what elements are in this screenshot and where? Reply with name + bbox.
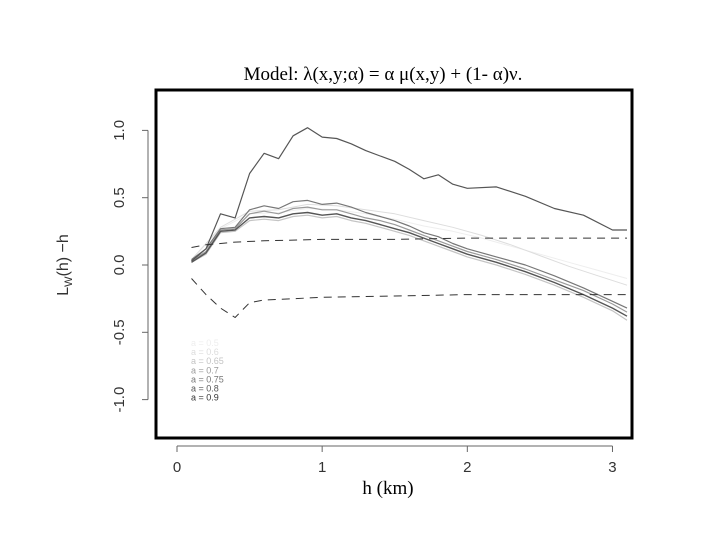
legend-entry: a = 0.5 (191, 338, 219, 348)
x-axis-label: h (km) (362, 478, 413, 499)
x-tick-label: 3 (608, 459, 616, 476)
y-axis: 1.0 0.5 0.0 -0.5 -1.0 (111, 120, 149, 413)
series-line-5 (191, 203, 628, 286)
y-tick-label: -0.5 (111, 319, 128, 345)
y-tick-label: 0.5 (111, 187, 128, 208)
x-tick-label: 2 (463, 459, 471, 476)
legend-entry: a = 0.65 (191, 356, 224, 366)
y-axis-label-main: L (55, 287, 72, 296)
legend-entry: a = 0.9 (191, 393, 219, 403)
series-line-2 (191, 206, 628, 313)
series-line-8 (191, 278, 627, 318)
series-line-6 (191, 208, 628, 279)
series-line-4 (191, 214, 628, 321)
y-tick-label: 0.0 (111, 255, 128, 276)
y-axis-label-subscript: W (63, 276, 75, 287)
legend: a = 0.5a = 0.6a = 0.65a = 0.7a = 0.75a =… (191, 338, 224, 403)
series-line-3 (191, 211, 628, 317)
x-tick-label: 0 (173, 459, 181, 476)
x-axis: 0 1 2 3 (173, 445, 617, 476)
y-axis-label: LW(h) −h (55, 234, 75, 296)
series-line-1 (191, 199, 628, 309)
plot-frame (154, 88, 634, 440)
x-tick-label: 1 (318, 459, 326, 476)
legend-entry: a = 0.7 (191, 365, 219, 375)
series-line-0 (191, 127, 627, 262)
y-tick-label: 1.0 (111, 120, 128, 141)
series-layer (191, 127, 628, 321)
series-line-7 (191, 237, 627, 248)
chart-title: Model: λ(x,y;α) = α μ(x,y) + (1- α)ν. (244, 64, 523, 85)
y-axis-label-rest: (h) −h (55, 234, 72, 276)
legend-entry: a = 0.75 (191, 374, 224, 384)
y-tick-label: -1.0 (111, 387, 128, 413)
legend-entry: a = 0.6 (191, 347, 219, 357)
legend-entry: a = 0.8 (191, 384, 219, 394)
